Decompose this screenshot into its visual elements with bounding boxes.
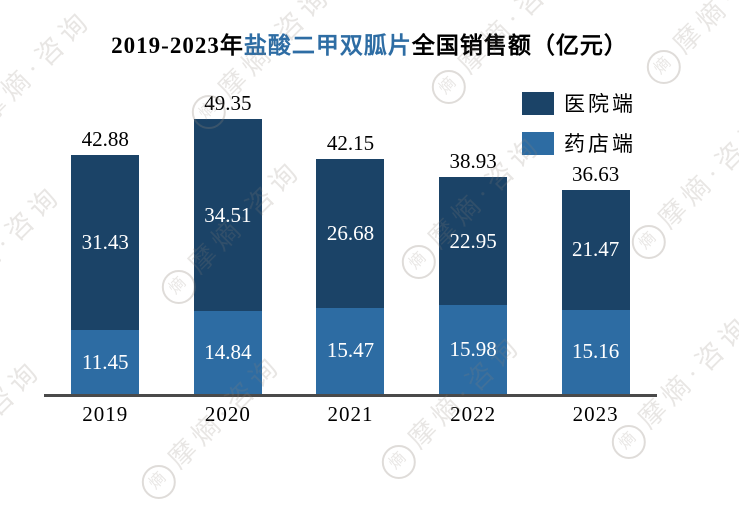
bar-segment-pharmacy: 15.47 — [316, 307, 385, 394]
legend-item-hospital: 医院端 — [522, 88, 636, 118]
x-axis-label: 2022 — [450, 402, 497, 426]
watermark-text: 摩熵·咨询 — [652, 109, 739, 235]
bar-group-2019: 42.88 31.43 11.45 — [44, 0, 167, 394]
bar-segment-pharmacy: 11.45 — [71, 330, 140, 394]
x-axis-label: 2021 — [327, 402, 374, 426]
bar-total-label: 38.93 — [449, 149, 497, 174]
bar-group-2021: 42.15 26.68 15.47 — [289, 0, 412, 394]
legend: 医院端 药店端 — [522, 88, 636, 168]
x-axis-label: 2019 — [82, 402, 129, 426]
chart-title-suffix: 全国销售额（亿元） — [411, 33, 628, 58]
bar-segment-hospital: 22.95 — [439, 177, 508, 305]
stacked-bar-2019: 31.43 11.45 — [71, 155, 140, 394]
chart-title-prefix: 2019-2023年 — [111, 33, 244, 58]
bar-group-2023: 36.63 21.47 15.16 — [534, 0, 657, 394]
bar-total-label: 36.63 — [572, 161, 620, 186]
legend-swatch-hospital-icon — [522, 91, 554, 115]
bars-row: 42.88 31.43 11.45 49.35 34.51 14.84 42.15 26.68… — [44, 0, 657, 394]
legend-label-pharmacy: 药店端 — [564, 132, 636, 156]
bar-total-label: 49.35 — [204, 91, 252, 116]
legend-swatch-pharmacy-icon — [522, 131, 554, 155]
stacked-bar-2022: 22.95 15.98 — [439, 177, 508, 394]
watermark-logo-icon: 熵 — [374, 437, 423, 486]
watermark-logo-icon: 熵 — [134, 457, 183, 506]
x-axis-line — [44, 394, 657, 397]
legend-label-hospital: 医院端 — [564, 92, 636, 116]
stacked-bar-2021: 26.68 15.47 — [316, 159, 385, 394]
bar-segment-hospital: 26.68 — [316, 159, 385, 308]
bar-segment-hospital: 34.51 — [193, 119, 262, 312]
bar-segment-pharmacy: 15.98 — [439, 305, 508, 394]
bar-total-label: 42.15 — [326, 131, 375, 156]
chart-title-highlight: 盐酸二甲双胍片 — [243, 33, 412, 58]
x-axis-label: 2020 — [204, 402, 251, 426]
bar-segment-hospital: 31.43 — [71, 155, 140, 331]
stacked-bar-2020: 34.51 14.84 — [193, 119, 262, 394]
bar-group-2020: 49.35 34.51 14.84 — [167, 0, 290, 394]
watermark-text: 摩熵·咨询 — [0, 354, 48, 480]
bar-total-label: 42.88 — [81, 127, 129, 152]
bar-segment-hospital: 21.47 — [561, 189, 630, 310]
bar-segment-pharmacy: 15.16 — [561, 309, 630, 394]
chart-area: 42.88 31.43 11.45 49.35 34.51 14.84 42.15 26.68… — [44, 0, 657, 440]
x-axis-labels: 2019 2020 2021 2022 2023 — [44, 402, 657, 427]
bar-segment-pharmacy: 14.84 — [193, 311, 262, 394]
chart-title: 2019-2023年盐酸二甲双胍片全国销售额（亿元） — [0, 26, 739, 60]
x-axis-label: 2023 — [572, 402, 619, 426]
bar-group-2022: 38.93 22.95 15.98 — [412, 0, 535, 394]
stacked-bar-2023: 21.47 15.16 — [561, 189, 630, 394]
legend-item-pharmacy: 药店端 — [522, 128, 636, 158]
